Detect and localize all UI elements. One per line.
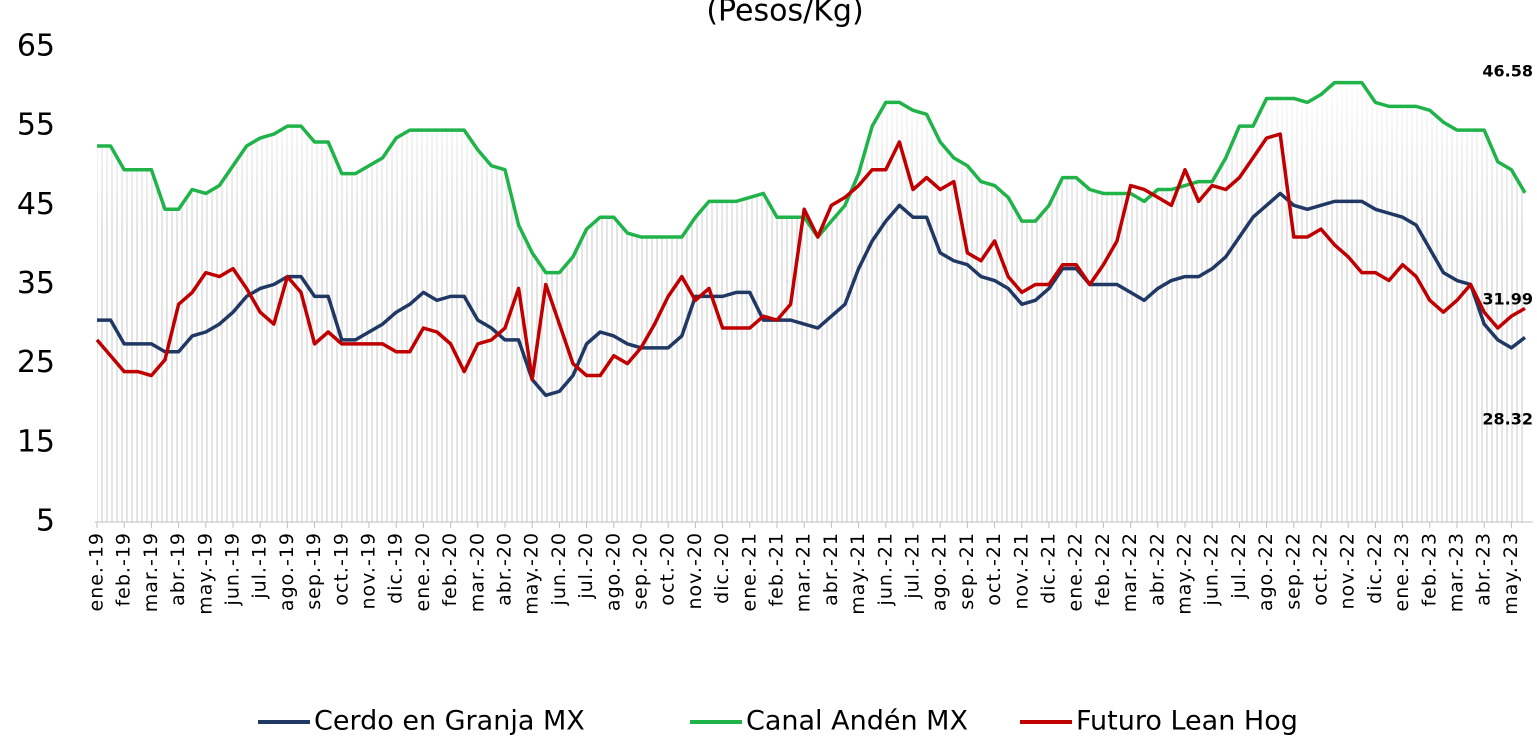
x-tick-label: oct.-22 [1310, 532, 1332, 606]
x-tick-label: nov.-19 [358, 532, 380, 610]
x-tick-label: abr.-19 [167, 532, 189, 606]
x-tick-label: abr.-22 [1146, 532, 1168, 606]
chart-title: (Pesos/Kg) [706, 0, 863, 29]
x-tick-label: may.-22 [1174, 532, 1196, 615]
x-tick-label: mar.-21 [793, 532, 815, 612]
x-tick-label: feb.-21 [766, 532, 788, 607]
x-tick-label: dic.-22 [1364, 532, 1386, 604]
y-tick-label: 35 [17, 266, 55, 301]
series-line [95, 132, 1526, 382]
x-tick-label: ene.-22 [1065, 532, 1087, 612]
x-tick-label: abr.-23 [1473, 532, 1495, 606]
series-line [97, 191, 1527, 398]
x-tick-label: ene.-21 [738, 532, 760, 612]
x-tick-label: jul.-22 [1228, 532, 1250, 600]
y-tick-label: 5 [36, 504, 55, 539]
x-tick-label: jul.-20 [575, 532, 597, 600]
x-tick-label: feb.-22 [1092, 532, 1114, 607]
y-tick-label: 25 [17, 345, 55, 380]
x-tick-label: dic.-20 [711, 532, 733, 604]
x-tick-label: ago.-22 [1255, 532, 1277, 611]
x-tick-label: ene.-23 [1391, 532, 1413, 612]
x-tick-label: may.-19 [194, 532, 216, 615]
x-tick-label: sep.-20 [630, 532, 652, 610]
x-tick-label: oct.-19 [330, 532, 352, 606]
x-tick-label: oct.-21 [983, 532, 1005, 606]
x-tick-label: jun.-20 [548, 532, 570, 606]
end-value-label: 31.99 [1482, 290, 1533, 309]
x-tick-label: ago.-21 [929, 532, 951, 611]
x-tick-label: may.-23 [1500, 532, 1522, 615]
x-tick-label: may.-20 [521, 532, 543, 615]
x-tick-label: jun.-21 [874, 532, 896, 606]
legend-label: Cerdo en Granja MX [314, 706, 585, 737]
x-tick-label: abr.-20 [494, 532, 516, 606]
x-tick-label: feb.-20 [439, 532, 461, 607]
x-tick-label: dic.-21 [1038, 532, 1060, 604]
x-tick-label: oct.-20 [657, 532, 679, 606]
y-tick-label: 45 [17, 187, 55, 222]
x-tick-label: mar.-19 [140, 532, 162, 612]
x-tick-label: nov.-21 [1010, 532, 1032, 610]
x-tick-label: jun.-22 [1201, 532, 1223, 606]
area-fade [97, 82, 1525, 522]
x-tick-label: ago.-20 [602, 532, 624, 611]
x-tick-label: nov.-20 [684, 532, 706, 610]
x-tick-label: mar.-20 [466, 532, 488, 612]
x-tick-label: ene.-20 [412, 532, 434, 612]
x-tick-label: feb.-23 [1418, 532, 1440, 607]
x-tick-label: mar.-23 [1446, 532, 1468, 612]
x-tick-label: sep.-19 [303, 532, 325, 610]
legend-label: Futuro Lean Hog [1076, 706, 1298, 737]
x-tick-label: jul.-19 [249, 532, 271, 600]
legend-label: Canal Andén MX [746, 706, 968, 737]
end-value-label: 28.32 [1482, 410, 1533, 429]
x-tick-label: jul.-21 [902, 532, 924, 600]
x-tick-label: ene.-19 [86, 532, 108, 612]
y-tick-label: 55 [17, 108, 55, 143]
x-tick-label: dic.-19 [385, 532, 407, 604]
x-tick-label: jun.-19 [222, 532, 244, 606]
x-tick-label: abr.-21 [820, 532, 842, 606]
end-value-label: 46.58 [1482, 62, 1533, 81]
x-tick-label: feb.-19 [113, 532, 135, 607]
x-tick-label: nov.-22 [1337, 532, 1359, 610]
x-tick-label: sep.-22 [1282, 532, 1304, 610]
x-tick-label: may.-21 [847, 532, 869, 615]
y-tick-label: 15 [17, 424, 55, 459]
y-tick-label: 65 [17, 29, 55, 64]
x-tick-label: ago.-19 [276, 532, 298, 611]
x-tick-label: sep.-21 [956, 532, 978, 610]
x-tick-label: mar.-22 [1119, 532, 1141, 612]
